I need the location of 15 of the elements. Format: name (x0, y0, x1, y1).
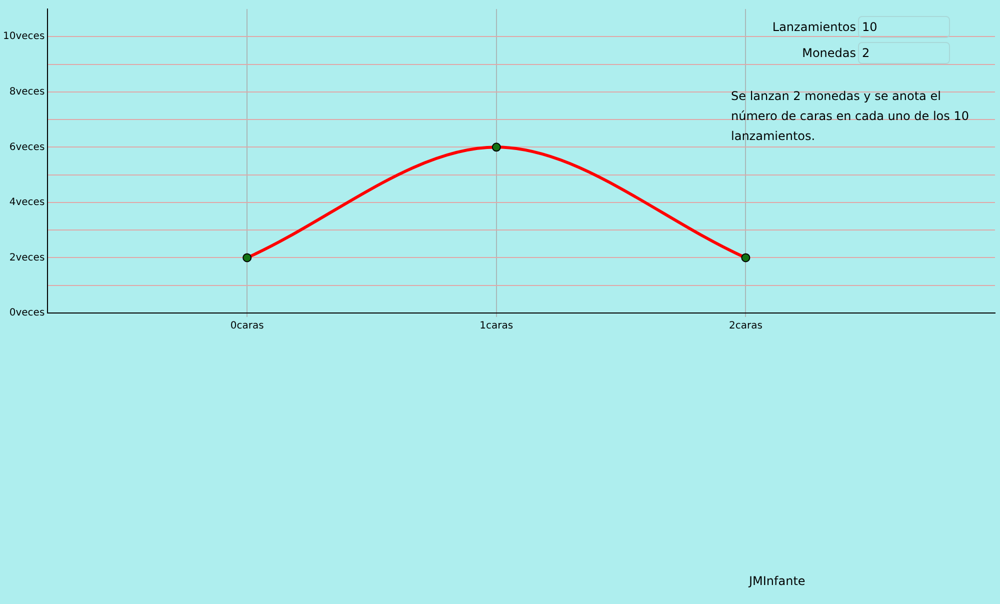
y-tick-label: 2veces (9, 252, 45, 264)
y-tick-label: 6veces (9, 142, 45, 153)
annotation: Monedas (802, 46, 856, 60)
x-tick-label: 1caras (480, 320, 514, 332)
x-tick-label: 0caras (230, 320, 264, 332)
text-field: 10 (858, 16, 950, 38)
x-tick-label: 2caras (728, 320, 762, 332)
y-tick-label: 0veces (9, 308, 45, 319)
annotation: Lanzamientos (772, 20, 856, 34)
y-tick-label: 10veces (3, 31, 45, 42)
y-tick-label: 8veces (9, 86, 45, 98)
annotation: Se lanzan 2 monedas y se anota el número de caras en cada uno de los 10 lanzamientos. (731, 88, 970, 145)
text: JMInfante (749, 574, 806, 588)
y-tick-label: 4veces (9, 197, 45, 208)
text-field: 2 (858, 42, 950, 64)
